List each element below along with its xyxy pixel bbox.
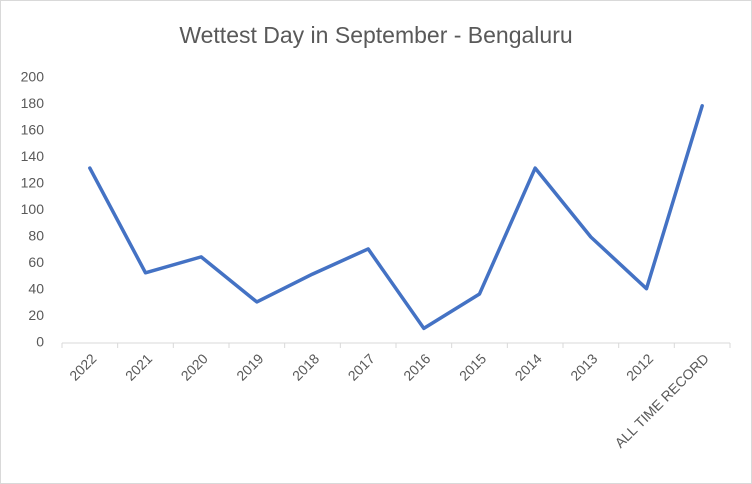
- y-tick-label: 140: [21, 148, 45, 164]
- y-tick-label: 160: [21, 122, 45, 138]
- y-tick-label: 120: [21, 175, 45, 191]
- y-tick-label: 60: [28, 254, 44, 270]
- y-tick-label: 200: [21, 69, 45, 85]
- line-series: [88, 104, 704, 331]
- y-tick-label: 100: [21, 201, 45, 217]
- y-tick-label: 180: [21, 95, 45, 111]
- y-tick-label: 20: [28, 307, 44, 323]
- y-tick-label: 80: [28, 228, 44, 244]
- y-tick-label: 40: [28, 281, 44, 297]
- y-tick-label: 0: [36, 334, 44, 350]
- chart-title: Wettest Day in September - Bengaluru: [179, 22, 572, 48]
